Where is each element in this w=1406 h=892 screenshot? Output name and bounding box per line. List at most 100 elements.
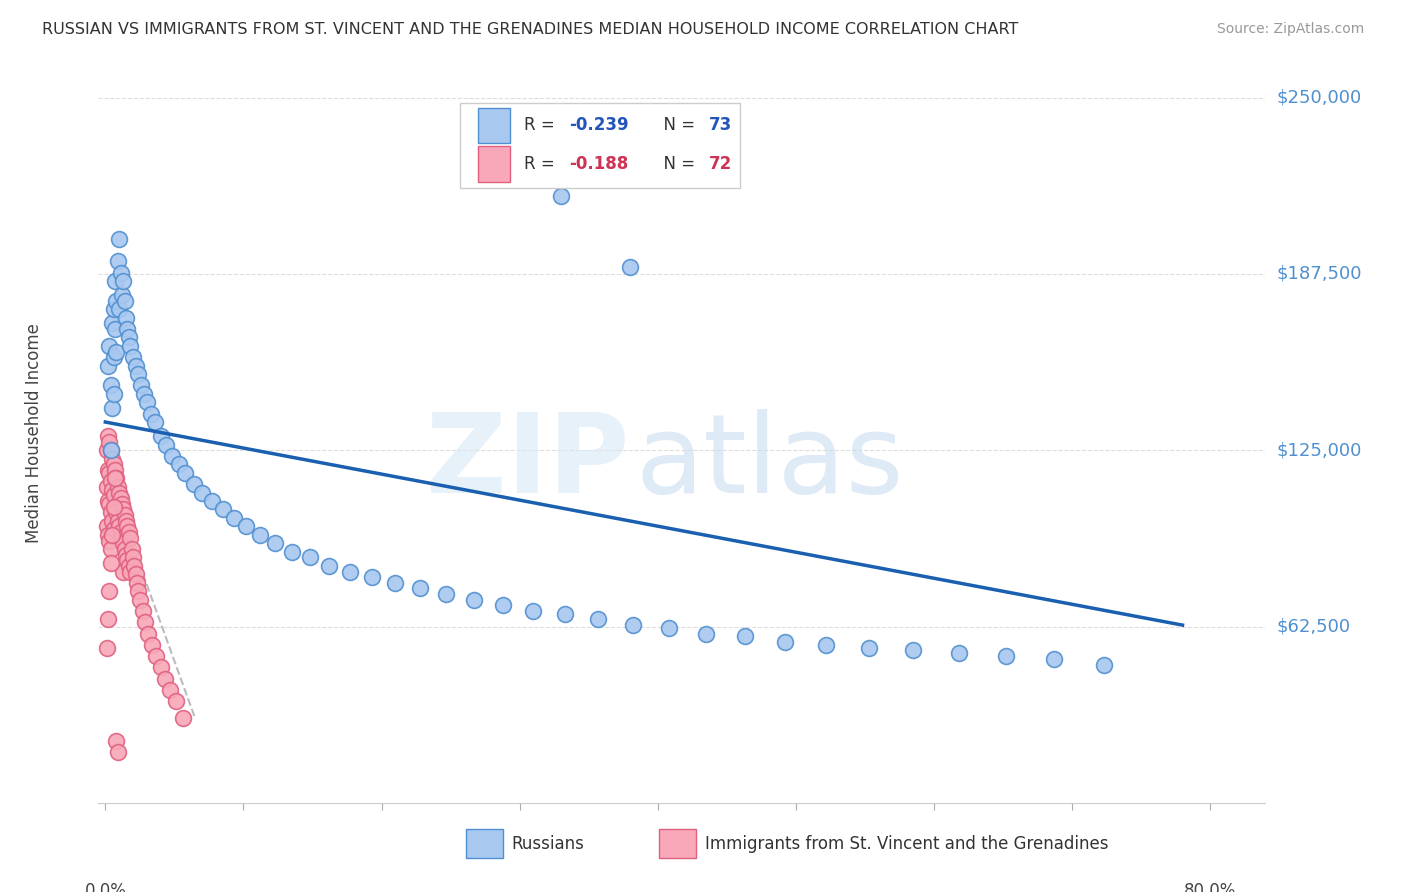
Point (384, 575, 406, 590)
Point (492, 599, 515, 613)
Point (117, 322, 139, 336)
Point (104, 322, 127, 336)
Point (145, 649, 167, 664)
Point (117, 519, 139, 533)
Point (318, 558, 340, 573)
Text: R =: R = (524, 116, 561, 135)
Point (101, 528, 124, 542)
Point (98, 584, 121, 599)
Point (122, 350, 145, 364)
Point (111, 497, 134, 511)
Point (191, 485, 214, 500)
Point (112, 502, 135, 516)
Point (127, 584, 149, 599)
Point (100, 443, 122, 458)
Point (128, 592, 150, 607)
Point (97, 612, 120, 626)
Text: -0.239: -0.239 (568, 116, 628, 135)
Point (103, 302, 125, 317)
Point (903, 643, 925, 657)
Point (96, 640, 118, 655)
Point (621, 618, 644, 632)
Point (409, 582, 432, 596)
Point (100, 378, 122, 392)
Point (155, 437, 177, 451)
Point (112, 274, 135, 288)
Point (281, 545, 304, 559)
Point (110, 491, 132, 506)
Point (815, 638, 838, 652)
Point (298, 550, 321, 565)
Point (167, 458, 190, 472)
Point (134, 615, 156, 630)
Point (114, 508, 136, 522)
Point (108, 302, 131, 317)
Bar (478, 108, 510, 143)
Point (98, 339, 121, 353)
Point (235, 519, 257, 533)
Point (100, 541, 122, 556)
Text: Source: ZipAtlas.com: Source: ZipAtlas.com (1216, 22, 1364, 37)
Point (120, 339, 142, 353)
Text: Immigrants from St. Vincent and the Grenadines: Immigrants from St. Vincent and the Gren… (706, 835, 1109, 853)
Point (111, 531, 134, 545)
Point (222, 511, 245, 525)
Point (522, 604, 544, 618)
Text: Russians: Russians (512, 835, 585, 853)
Point (105, 344, 128, 359)
Point (104, 471, 127, 485)
Point (463, 592, 485, 607)
Point (100, 556, 122, 570)
Point (107, 480, 129, 494)
Point (105, 471, 128, 485)
Point (120, 565, 142, 579)
Point (159, 683, 181, 698)
Point (129, 378, 152, 392)
Point (97, 463, 120, 477)
Point (183, 477, 205, 491)
Point (160, 449, 183, 463)
Point (111, 288, 134, 302)
Point (112, 565, 135, 579)
Point (103, 500, 125, 514)
Point (143, 415, 166, 429)
Point (100, 505, 122, 519)
Text: -0.188: -0.188 (568, 155, 628, 173)
Text: 0.0%: 0.0% (84, 882, 127, 892)
Point (114, 541, 136, 556)
Point (132, 387, 155, 401)
Point (101, 514, 124, 528)
Point (104, 463, 127, 477)
Point (120, 531, 142, 545)
Point (112, 536, 135, 550)
Point (588, 612, 610, 626)
Point (96, 480, 118, 494)
Point (264, 536, 287, 550)
Bar (465, 829, 503, 858)
Point (124, 558, 146, 573)
Point (105, 505, 128, 519)
Point (104, 274, 127, 288)
Point (103, 488, 125, 502)
Bar (478, 146, 510, 182)
Point (115, 310, 138, 325)
Point (100, 443, 122, 458)
Text: $125,000: $125,000 (1277, 442, 1362, 459)
Point (115, 514, 138, 528)
Point (118, 524, 141, 539)
Point (125, 359, 148, 373)
Point (103, 387, 125, 401)
Point (105, 293, 128, 308)
Point (554, 607, 576, 621)
Point (165, 694, 187, 708)
Point (117, 553, 139, 567)
Point (98, 466, 121, 480)
Point (96, 443, 118, 458)
Point (360, 570, 382, 584)
Point (550, 189, 572, 203)
Point (110, 524, 132, 539)
Text: 72: 72 (709, 155, 733, 173)
Point (107, 745, 129, 759)
Point (734, 629, 756, 643)
Point (1092, 657, 1115, 672)
